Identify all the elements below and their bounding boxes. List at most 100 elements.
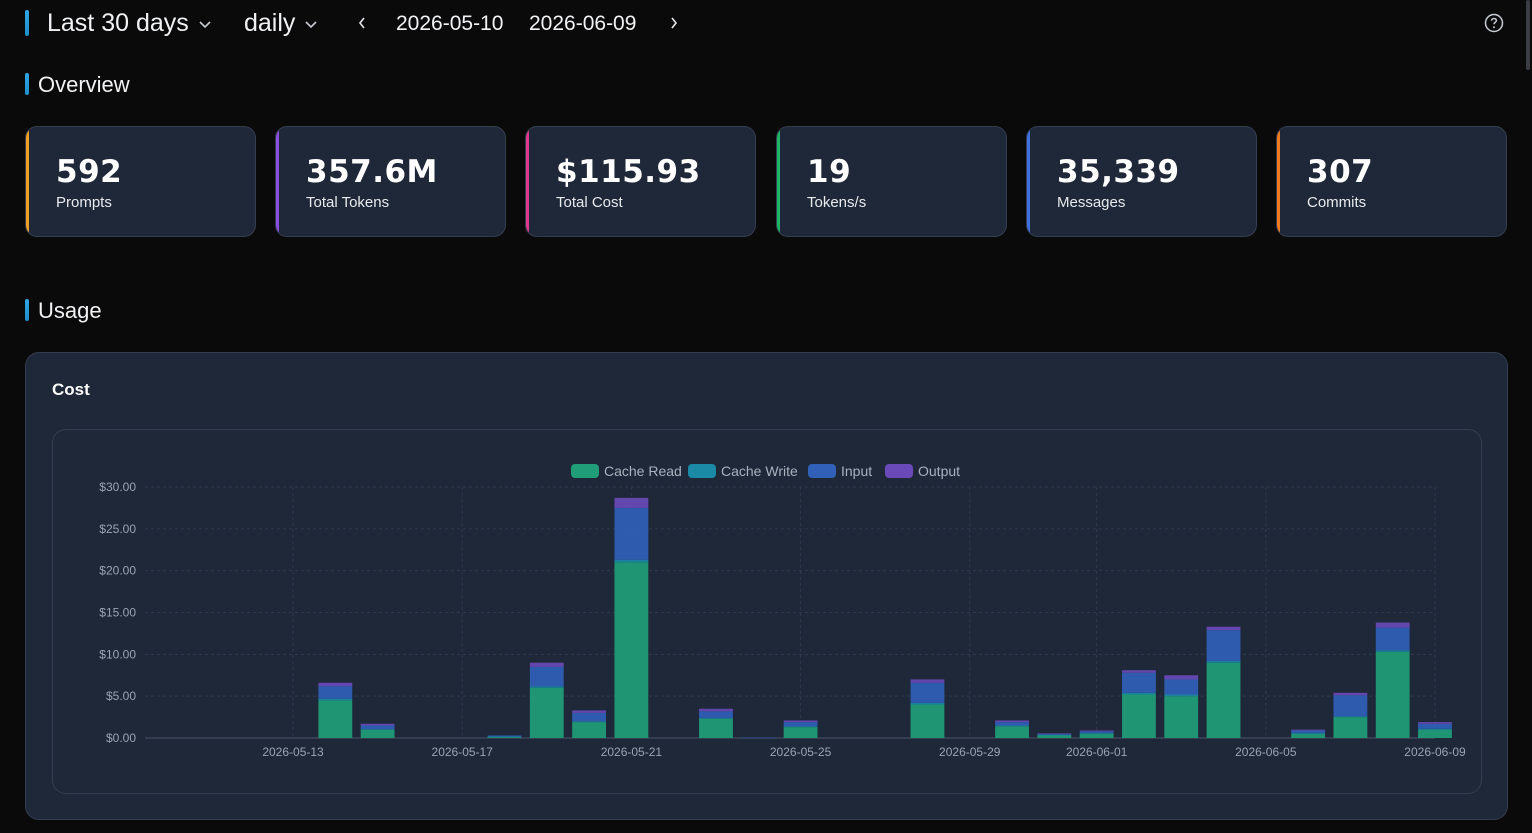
bar-segment-input bbox=[995, 722, 1029, 726]
bar-segment-cache-write bbox=[995, 725, 1029, 727]
bar-segment-output bbox=[699, 708, 733, 712]
start-date[interactable]: 2026-05-10 bbox=[396, 12, 504, 35]
bar-segment-input bbox=[699, 711, 733, 718]
y-tick-label: $25.00 bbox=[99, 522, 136, 536]
bar-segment-cache-read bbox=[1037, 735, 1072, 738]
bar-segment-cache-write bbox=[783, 726, 818, 728]
range-label: Last 30 days bbox=[47, 9, 189, 37]
bar-segment-cache-write bbox=[614, 559, 649, 563]
card-accent-stripe bbox=[1027, 127, 1030, 236]
stat-label: Prompts bbox=[56, 194, 112, 211]
card-accent-stripe bbox=[26, 127, 29, 236]
bar-segment-cache-write bbox=[572, 721, 607, 723]
bar-segment-input bbox=[1122, 672, 1156, 693]
bar-segment-output bbox=[1037, 733, 1072, 734]
bar-segment-input bbox=[360, 725, 395, 730]
x-tick-label: 2026-05-17 bbox=[432, 745, 494, 759]
bar-segment-cache-read bbox=[783, 727, 818, 738]
bar-segment-cache-read bbox=[1164, 696, 1199, 738]
legend-item[interactable]: Output bbox=[885, 463, 960, 479]
x-tick-label: 2026-06-01 bbox=[1066, 745, 1128, 759]
help-icon[interactable] bbox=[1484, 13, 1504, 33]
stat-value: 307 bbox=[1307, 154, 1374, 190]
next-period-button[interactable] bbox=[666, 14, 682, 32]
stat-label: Total Cost bbox=[556, 194, 623, 211]
legend-swatch bbox=[571, 464, 599, 478]
bar-segment-input bbox=[783, 722, 818, 727]
bar-segment-output bbox=[614, 497, 649, 508]
legend-item[interactable]: Cache Write bbox=[688, 463, 798, 479]
bar-segment-cache-write bbox=[360, 729, 395, 730]
legend-swatch bbox=[688, 464, 716, 478]
legend-item[interactable]: Input bbox=[808, 463, 872, 479]
bar-segment-cache-write bbox=[1333, 716, 1368, 718]
interval-dropdown[interactable]: daily bbox=[244, 9, 319, 38]
stat-value: 19 bbox=[807, 154, 852, 190]
bar-segment-input bbox=[741, 737, 776, 739]
usage-accent bbox=[25, 299, 29, 321]
y-tick-label: $5.00 bbox=[106, 689, 136, 703]
x-tick-label: 2026-05-21 bbox=[601, 745, 663, 759]
total-tokens-card: 357.6M Total Tokens bbox=[275, 126, 506, 237]
bar-segment-input bbox=[614, 507, 649, 560]
bar-segment-output bbox=[1122, 670, 1156, 673]
stat-value: 592 bbox=[56, 154, 123, 190]
bar-segment-cache-read bbox=[360, 729, 395, 738]
bar-segment-output bbox=[1333, 692, 1368, 696]
bar-segment-cache-write bbox=[1079, 732, 1114, 734]
bar-segment-cache-write bbox=[699, 717, 733, 719]
bar-segment-cache-write bbox=[487, 736, 522, 738]
bar-segment-cache-write bbox=[529, 686, 564, 688]
card-accent-stripe bbox=[1277, 127, 1280, 236]
legend-label: Input bbox=[841, 463, 872, 479]
bar-segment-cache-read bbox=[1206, 662, 1241, 738]
overview-title: Overview bbox=[38, 72, 130, 97]
bar-segment-input bbox=[1418, 723, 1452, 729]
bar-segment-cache-read bbox=[572, 722, 607, 738]
bar-segment-input bbox=[318, 686, 353, 699]
legend-label: Output bbox=[918, 463, 960, 479]
bar-segment-output bbox=[910, 679, 945, 683]
stat-value: 357.6M bbox=[306, 154, 438, 190]
bar-segment-cache-write bbox=[1375, 650, 1410, 652]
scrollbar-thumb[interactable] bbox=[1526, 0, 1530, 70]
y-tick-label: $15.00 bbox=[99, 606, 136, 620]
bar-segment-output bbox=[1206, 626, 1241, 631]
bar-segment-cache-read bbox=[699, 718, 733, 738]
y-tick-label: $30.00 bbox=[99, 480, 136, 494]
end-date[interactable]: 2026-06-09 bbox=[529, 12, 637, 35]
bar-segment-cache-write bbox=[1037, 734, 1072, 736]
card-accent-stripe bbox=[276, 127, 279, 236]
stat-label: Tokens/s bbox=[807, 194, 867, 211]
bar-segment-cache-read bbox=[1122, 694, 1156, 738]
chevron-right-icon bbox=[671, 17, 678, 29]
y-tick-label: $20.00 bbox=[99, 564, 136, 578]
bar-segment-input bbox=[910, 682, 945, 703]
total-cost-card: $115.93 Total Cost bbox=[525, 126, 756, 237]
prompts-card: 592 Prompts bbox=[25, 126, 256, 237]
bar-segment-cache-read bbox=[995, 726, 1029, 738]
bar-segment-cache-write bbox=[910, 702, 945, 705]
legend-item[interactable]: Cache Read bbox=[571, 463, 682, 479]
bar-segment-input bbox=[1037, 733, 1072, 735]
bar-segment-input bbox=[1333, 695, 1368, 717]
bar-segment-input bbox=[529, 666, 564, 687]
bar-segment-cache-read bbox=[318, 700, 353, 738]
range-dropdown[interactable]: Last 30 days bbox=[47, 9, 213, 38]
panel-title: Cost bbox=[52, 380, 90, 399]
bar-segment-cache-read bbox=[1375, 651, 1410, 738]
toolbar-accent bbox=[25, 10, 29, 36]
stat-label: Total Tokens bbox=[306, 194, 390, 211]
bar-segment-cache-write bbox=[1164, 694, 1199, 697]
stat-value: $115.93 bbox=[556, 154, 701, 190]
tokens-per-second-card: 19 Tokens/s bbox=[776, 126, 1007, 237]
bar-segment-output bbox=[318, 682, 353, 687]
bar-segment-cache-read bbox=[529, 687, 564, 738]
bar-segment-input bbox=[572, 712, 607, 722]
bar-segment-cache-read bbox=[487, 737, 522, 738]
bar-segment-input bbox=[1164, 679, 1199, 695]
bar-segment-output bbox=[783, 720, 818, 723]
previous-period-button[interactable] bbox=[354, 14, 370, 32]
bar-segment-output bbox=[360, 723, 395, 726]
bar-segment-cache-read bbox=[910, 704, 945, 738]
